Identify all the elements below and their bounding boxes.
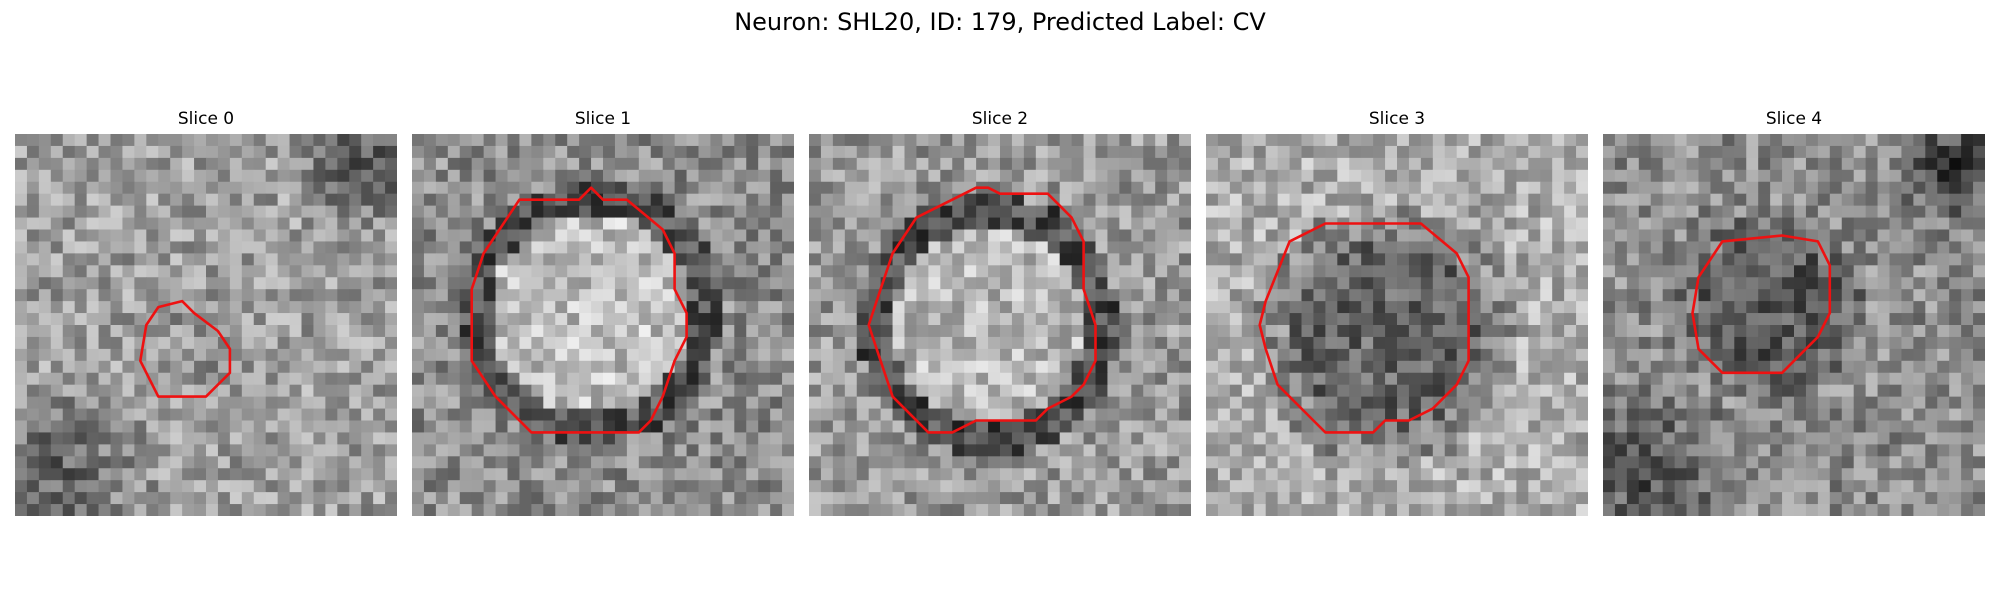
slice-panel-1: Slice 1 [412,108,794,516]
roi-contour [1691,234,1832,375]
slice-title: Slice 0 [177,109,235,129]
pixel-grid [1206,134,1588,516]
pixel-grid [1603,134,1985,516]
slice-panel-2: Slice 2 [809,108,1191,516]
slice-title: Slice 2 [971,109,1029,129]
roi-contour [1258,222,1470,434]
slice-panel-3: Slice 3 [1206,108,1588,516]
slice-image-1 [412,134,794,516]
roi-contour [139,299,232,398]
slice-image-3 [1206,134,1588,516]
pixel-grid [809,134,1191,516]
slice-image-2 [809,134,1191,516]
slice-panel-4: Slice 4 [1603,108,1985,516]
slice-image-4 [1603,134,1985,516]
slice-image-0 [15,134,397,516]
slice-title: Slice 4 [1765,109,1823,129]
roi-contour [470,186,688,434]
figure-title: Neuron: SHL20, ID: 179, Predicted Label:… [734,8,1266,36]
pixel-grid [412,134,794,516]
slice-panel-0: Slice 0 [15,108,397,516]
slice-title: Slice 3 [1368,109,1426,129]
slice-title: Slice 1 [574,109,632,129]
roi-contour [867,186,1097,434]
pixel-grid [15,134,397,516]
